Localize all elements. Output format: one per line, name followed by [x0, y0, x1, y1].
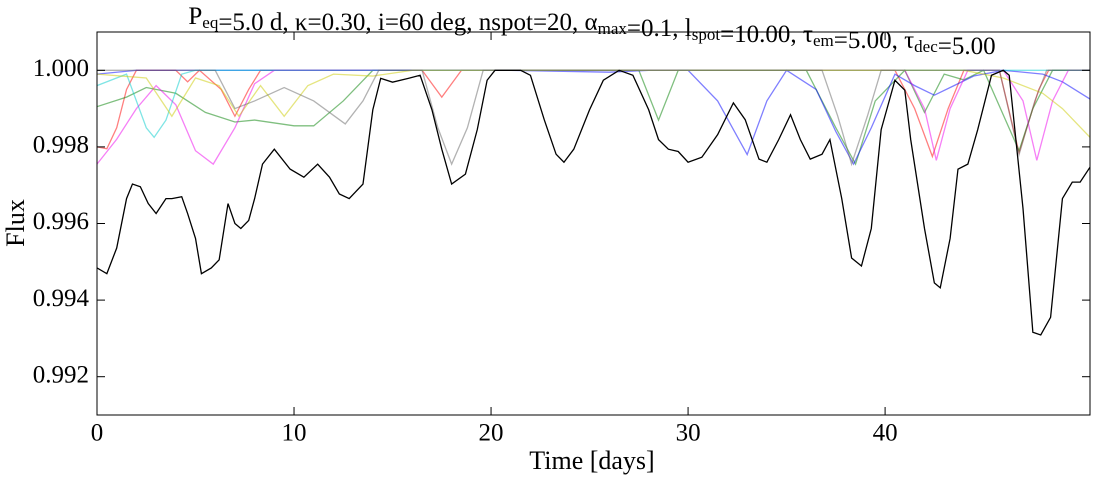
flux-line — [97, 69, 1090, 138]
y-tick-label: 0.998 — [33, 132, 89, 159]
title-subscript: spot — [692, 25, 721, 44]
flux-line — [97, 69, 1090, 166]
flux-line — [97, 69, 1090, 166]
flux-line — [97, 69, 1090, 167]
title-subscript: em — [813, 31, 834, 50]
title-text: =10.00, τ — [720, 21, 813, 48]
y-axis-label: Flux — [1, 199, 30, 247]
title-subscript: dec — [914, 37, 938, 56]
x-tick-label: 40 — [873, 420, 898, 447]
y-tick-label: 0.994 — [33, 285, 90, 312]
title-text: P — [188, 3, 202, 30]
y-tick-label: 0.996 — [33, 208, 89, 235]
x-tick-label: 20 — [479, 420, 504, 447]
flux-line — [97, 69, 1090, 166]
y-tick-label: 0.992 — [33, 361, 89, 388]
x-tick-label: 10 — [282, 420, 307, 447]
y-tick-label: 1.000 — [33, 55, 89, 82]
title-subscript: max — [598, 19, 628, 38]
x-tick-label: 0 — [91, 420, 104, 447]
x-axis-label: Time [days] — [529, 446, 654, 475]
title-text: =5.0 d, κ=0.30, i=60 deg, nspot=20, α — [218, 9, 597, 36]
chart-title: Peq=5.0 d, κ=0.30, i=60 deg, nspot=20, α… — [188, 3, 995, 60]
title-subscript: eq — [202, 13, 219, 32]
title-text: =5.00, τ — [834, 27, 914, 54]
title-text: =0.1, l — [627, 15, 692, 42]
x-tick-label: 30 — [676, 420, 701, 447]
flux-line — [97, 69, 1090, 336]
title-text: =5.00 — [938, 33, 996, 60]
